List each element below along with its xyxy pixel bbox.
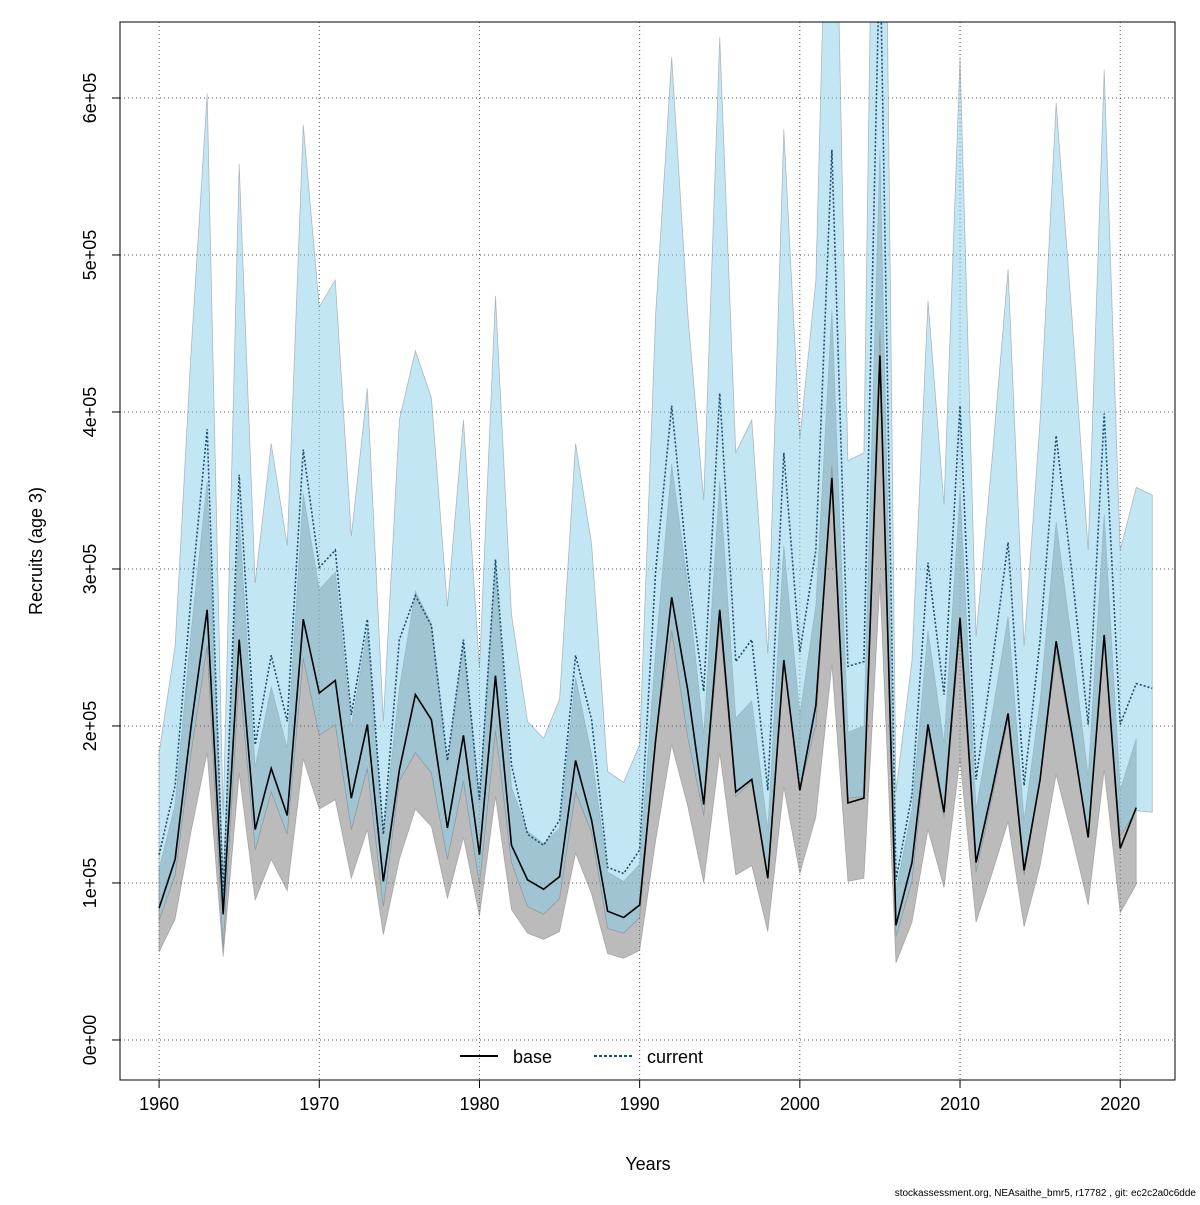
x-tick-label: 1960 xyxy=(139,1094,179,1114)
series-line xyxy=(158,355,1137,926)
y-tick-label: 5e+05 xyxy=(80,230,100,281)
legend-label: base xyxy=(513,1047,552,1067)
x-tick-label: 2000 xyxy=(780,1094,820,1114)
confidence-band xyxy=(158,22,1153,948)
footer: stockassessment.org, NEAsaithe_bmr5, r17… xyxy=(895,1188,1197,1199)
legend-label: current xyxy=(647,1047,703,1067)
y-tick-label: 2e+05 xyxy=(80,701,100,752)
y-tick-label: 3e+05 xyxy=(80,544,100,595)
y-tick-label: 6e+05 xyxy=(80,73,100,124)
x-tick-label: 1990 xyxy=(620,1094,660,1114)
x-tick-label: 2010 xyxy=(940,1094,980,1114)
y-axis-title: Recruits (age 3) xyxy=(26,487,46,615)
y-tick-label: 1e+05 xyxy=(80,858,100,909)
y-tick-label: 4e+05 xyxy=(80,387,100,438)
plot-area xyxy=(120,22,1175,1080)
series-line xyxy=(158,22,1153,896)
y-tick-label: 0e+00 xyxy=(80,1015,100,1066)
x-tick-label: 1970 xyxy=(299,1094,339,1114)
plot-frame xyxy=(119,21,1176,1081)
x-axis-title: Years xyxy=(625,1154,670,1174)
x-tick-label: 1980 xyxy=(459,1094,499,1114)
x-tick-label: 2020 xyxy=(1100,1094,1140,1114)
